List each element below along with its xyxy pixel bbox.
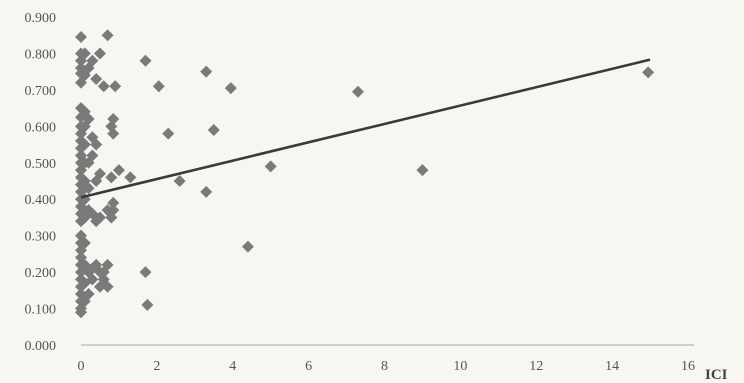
data-point — [139, 266, 152, 279]
y-tick-label: 0.900 — [25, 11, 57, 26]
data-point — [93, 167, 106, 180]
data-point — [642, 66, 655, 79]
data-point — [141, 298, 154, 311]
x-tick-label: 8 — [381, 359, 388, 374]
data-point — [224, 82, 237, 95]
data-point — [152, 80, 165, 93]
data-point — [200, 185, 213, 198]
x-tick-label: 0 — [78, 359, 85, 374]
data-point — [97, 80, 110, 93]
data-point — [78, 236, 91, 249]
data-point — [112, 164, 125, 177]
data-point — [86, 149, 99, 162]
data-point — [82, 113, 95, 126]
x-axis-ticks: 0 2 4 6 8 10 12 14 16 — [78, 359, 696, 374]
y-tick-label: 0.500 — [25, 157, 57, 172]
y-tick-label: 0.100 — [25, 303, 57, 318]
data-point — [90, 72, 103, 85]
x-tick-label: 2 — [153, 359, 160, 374]
data-point — [200, 65, 213, 78]
data-point — [139, 54, 152, 67]
data-point — [264, 160, 277, 173]
data-point — [82, 182, 95, 195]
x-tick-label: 16 — [681, 359, 695, 374]
data-point — [207, 123, 220, 136]
y-tick-label: 0.800 — [25, 47, 57, 62]
y-tick-label: 0.600 — [25, 120, 57, 135]
trendline — [80, 58, 651, 199]
data-point — [82, 287, 95, 300]
data-point — [101, 258, 114, 271]
data-point — [416, 164, 429, 177]
y-tick-label: 0.700 — [25, 84, 57, 99]
x-axis-label: ICI — [705, 367, 728, 383]
data-point — [75, 31, 87, 44]
data-point — [351, 85, 364, 98]
y-axis-ticks: 0.000 0.100 0.200 0.300 0.400 0.500 0.600 0.700… — [25, 11, 57, 354]
y-tick-label: 0.400 — [25, 193, 57, 208]
data-point — [107, 196, 120, 209]
x-tick-label: 14 — [605, 359, 619, 374]
data-point — [75, 306, 87, 319]
data-point — [107, 204, 120, 217]
data-point — [162, 127, 175, 140]
data-point — [93, 47, 106, 60]
data-point — [109, 80, 122, 93]
data-point — [90, 138, 103, 151]
x-tick-label: 10 — [453, 359, 467, 374]
x-tick-label: 4 — [229, 359, 236, 374]
data-points — [75, 29, 655, 319]
data-point — [86, 54, 99, 67]
data-point — [124, 171, 137, 184]
data-point — [101, 280, 114, 293]
data-point — [78, 47, 91, 60]
data-point — [241, 240, 254, 253]
data-point — [107, 113, 120, 126]
data-point — [107, 127, 120, 140]
data-point — [173, 175, 186, 187]
y-tick-label: 0.300 — [25, 230, 57, 245]
data-point — [93, 211, 106, 224]
y-tick-label: 0.200 — [25, 266, 57, 281]
data-point — [101, 29, 114, 42]
data-point — [105, 171, 118, 184]
y-tick-label: 0.000 — [25, 339, 57, 354]
data-point — [86, 273, 99, 286]
x-tick-label: 12 — [529, 359, 543, 374]
x-tick-label: 6 — [305, 359, 312, 374]
data-point — [78, 138, 91, 151]
